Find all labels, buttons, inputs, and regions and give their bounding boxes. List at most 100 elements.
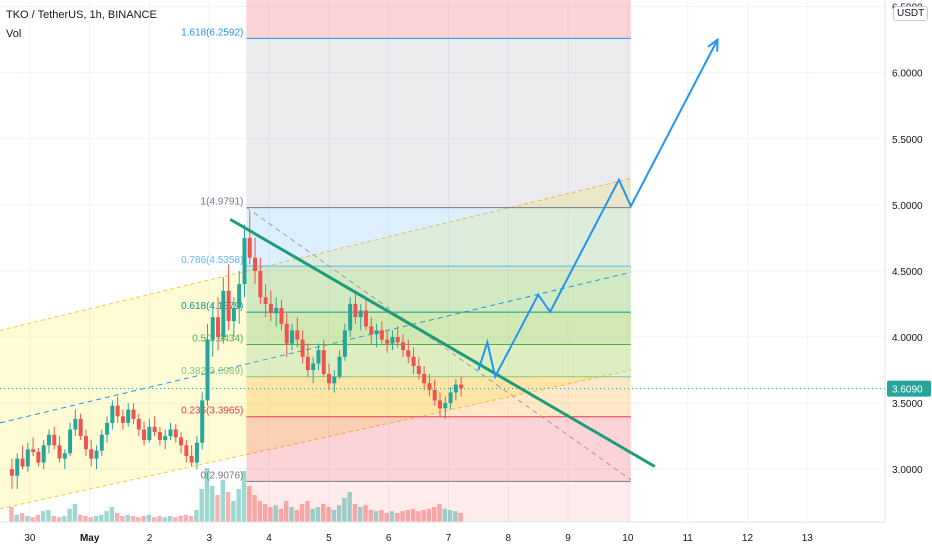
volume-bar-4: [30, 517, 35, 522]
candle-body-49: [268, 303, 273, 314]
x-tick-label-11: 11: [682, 533, 693, 544]
volume-bar-31: [173, 517, 178, 522]
volume-bar-1: [14, 514, 19, 522]
volume-bar-47: [257, 501, 263, 522]
candle-body-59: [321, 350, 326, 374]
candle-body-63: [342, 330, 347, 357]
candle-body-14: [83, 436, 88, 450]
candle-body-15: [89, 449, 94, 459]
volume-bar-68: [368, 510, 374, 522]
candle-body-42: [231, 307, 236, 322]
volume-bar-56: [305, 501, 310, 522]
candle-body-69: [374, 330, 379, 335]
volume-bar-41: [225, 492, 231, 522]
projection-path: [477, 39, 719, 380]
volume-bar-7: [46, 510, 51, 522]
volume-bar-66: [358, 507, 363, 522]
candle-body-60: [327, 373, 332, 384]
volume-bar-69: [373, 511, 379, 522]
channel-middle-line: [0, 271, 631, 424]
volume-bar-40: [220, 480, 226, 522]
volume-bar-79: [426, 508, 432, 522]
y-tick-label-6: 6.0000: [892, 69, 923, 80]
volume-bar-32: [178, 516, 183, 522]
candle-body-35: [194, 442, 199, 463]
volume-bar-75: [405, 510, 411, 522]
currency-badge[interactable]: USDT: [893, 6, 929, 21]
volume-bar-71: [384, 513, 389, 522]
volume-bar-0: [9, 507, 14, 522]
volume-bar-38: [210, 486, 215, 522]
volume-bar-5: [35, 514, 41, 522]
volume-bar-55: [299, 504, 305, 522]
volume-bar-82: [442, 508, 447, 522]
candle-body-17: [99, 434, 104, 451]
volume-bar-39: [215, 495, 220, 522]
x-tick-label-1: May: [80, 533, 100, 544]
volume-bar-59: [321, 504, 326, 522]
y-tick-label-3: 4.5000: [892, 267, 923, 278]
candle-body-76: [411, 356, 416, 367]
x-tick-label-12: 12: [742, 533, 754, 544]
candle-body-26: [147, 426, 152, 441]
candle-body-30: [168, 429, 173, 437]
candle-body-72: [390, 336, 395, 344]
volume-bar-76: [410, 508, 416, 522]
candle-body-79: [427, 383, 432, 390]
x-tick-label-0: 30: [24, 533, 36, 544]
fib-band-4: [246, 266, 631, 313]
volume-bar-29: [162, 517, 167, 522]
volume-bar-80: [431, 507, 437, 522]
x-tick-label-7: 7: [446, 533, 452, 544]
y-tick-label-4: 5.0000: [892, 201, 923, 212]
x-tick-label-3: 3: [207, 533, 213, 544]
candle-body-62: [337, 356, 342, 377]
x-tick-label-5: 5: [326, 533, 332, 544]
y-tick-label-2: 4.0000: [892, 333, 923, 344]
candle-body-58: [316, 350, 321, 364]
volume-bar-60: [326, 507, 331, 522]
candle-body-47: [258, 270, 263, 298]
candle-body-53: [290, 330, 295, 344]
fib-level-label-1: 0.236(3.3965): [181, 406, 243, 417]
volume-bar-9: [56, 517, 62, 522]
candle-body-41: [226, 290, 231, 322]
candle-body-12: [73, 418, 78, 430]
candle-body-80: [432, 389, 437, 401]
candle-body-23: [131, 409, 136, 419]
candle-body-66: [358, 310, 363, 318]
candle-body-7: [46, 434, 51, 446]
volume-bar-37: [204, 468, 210, 522]
volume-bar-72: [389, 511, 395, 522]
time-axis-bg: [0, 522, 932, 550]
volume-bar-84: [453, 511, 458, 522]
volume-bar-28: [157, 516, 162, 522]
volume-bar-51: [278, 508, 284, 522]
volume-bar-18: [104, 511, 109, 522]
volume-bar-27: [151, 517, 157, 522]
volume-bar-11: [67, 508, 72, 522]
volume-bar-3: [25, 516, 30, 522]
volume-bar-77: [416, 511, 421, 522]
volume-bar-61: [331, 510, 337, 522]
volume-bar-70: [379, 510, 384, 522]
volume-bar-26: [146, 514, 152, 522]
candle-body-84: [453, 384, 458, 393]
volume-bar-73: [395, 513, 400, 522]
x-tick-label-6: 6: [386, 533, 392, 544]
volume-bar-36: [199, 489, 204, 522]
volume-bar-45: [247, 486, 252, 522]
candle-body-77: [416, 366, 421, 374]
volume-bar-53: [289, 507, 294, 522]
candle-body-68: [369, 326, 374, 335]
candle-body-46: [253, 257, 258, 271]
candle-body-2: [20, 458, 25, 467]
fib-band-below: [246, 481, 631, 522]
candle-body-61: [332, 376, 337, 384]
volume-bar-58: [315, 507, 321, 522]
channel-upper-line: [0, 177, 631, 331]
volume-bar-43: [236, 489, 241, 522]
parallel-channel-fill: [0, 178, 631, 509]
fib-band-6: [246, 38, 631, 208]
